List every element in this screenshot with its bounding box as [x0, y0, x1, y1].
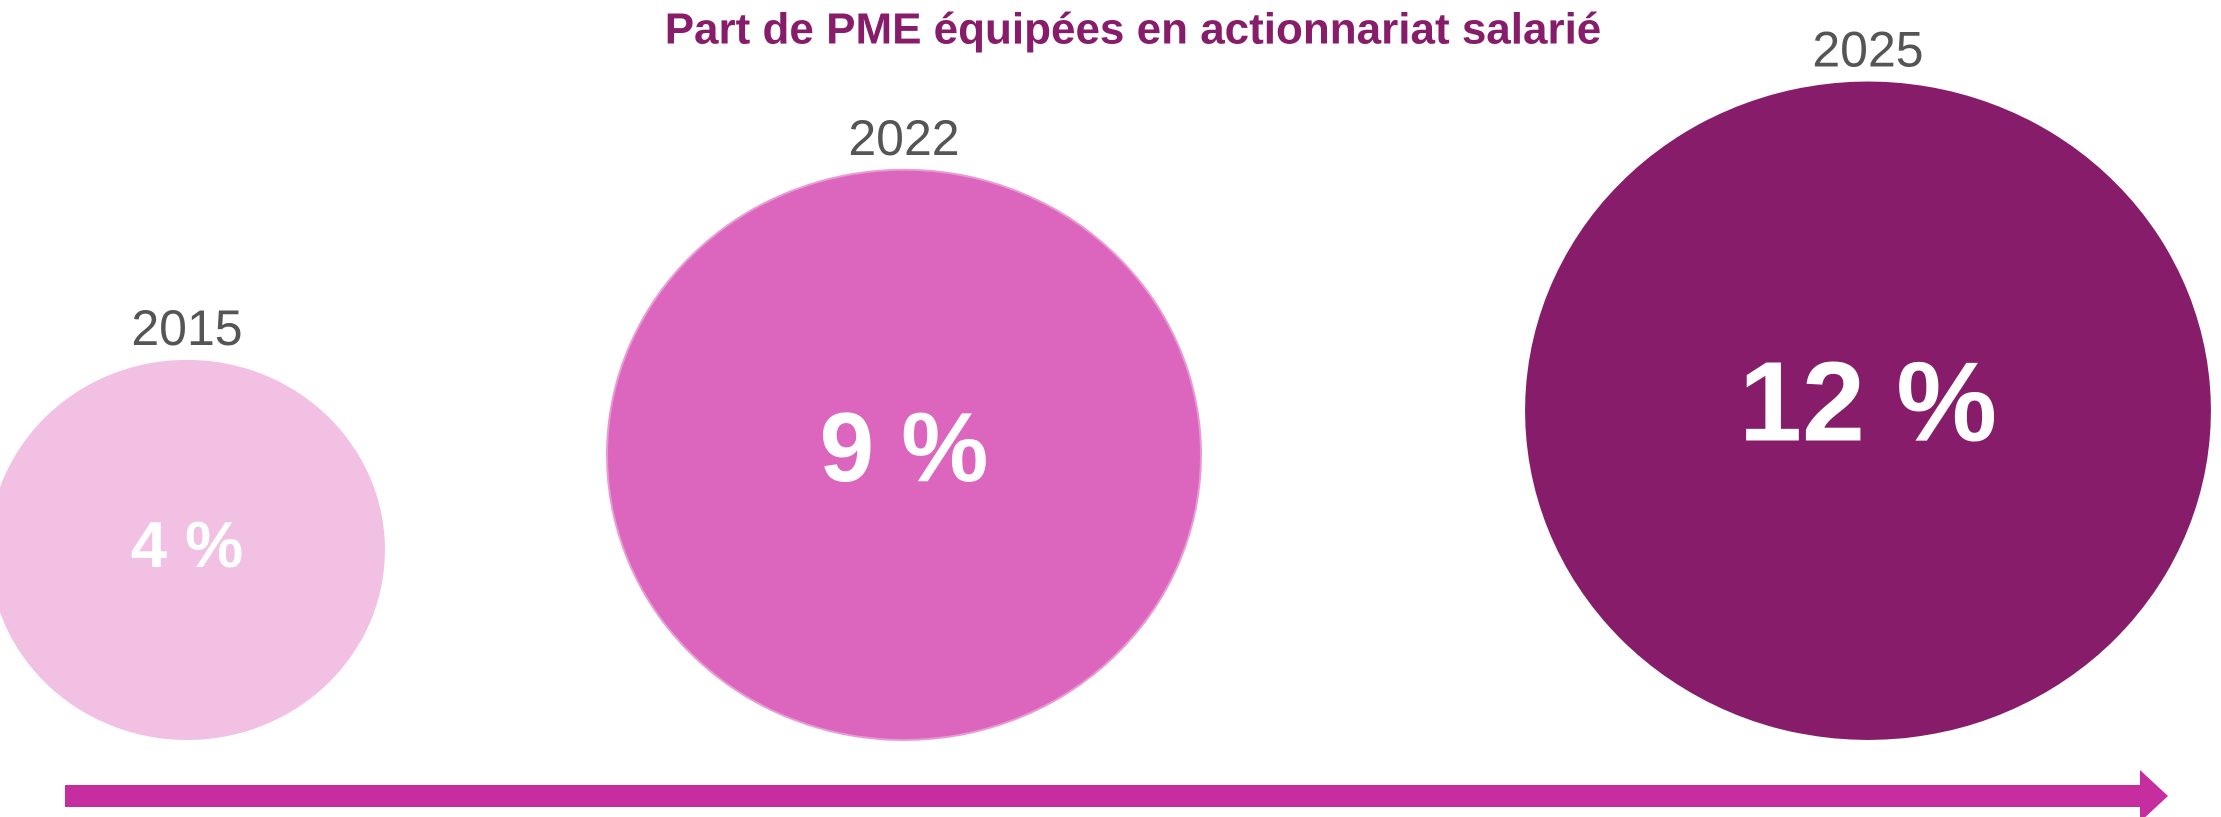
timeline-arrow-head — [2140, 770, 2168, 817]
year-label: 2025 — [1812, 22, 1923, 78]
bubble — [606, 168, 1202, 741]
value-label: 12 % — [1739, 339, 1997, 465]
year-label: 2015 — [131, 300, 242, 356]
bubble — [0, 359, 385, 740]
value-label: 4 % — [131, 508, 244, 581]
timeline-arrow — [65, 785, 2145, 807]
year-label: 2022 — [848, 110, 959, 166]
value-label: 9 % — [820, 392, 989, 502]
bubble — [1525, 81, 2211, 740]
chart-title: Part de PME équipées en actionnariat sal… — [665, 5, 1602, 54]
